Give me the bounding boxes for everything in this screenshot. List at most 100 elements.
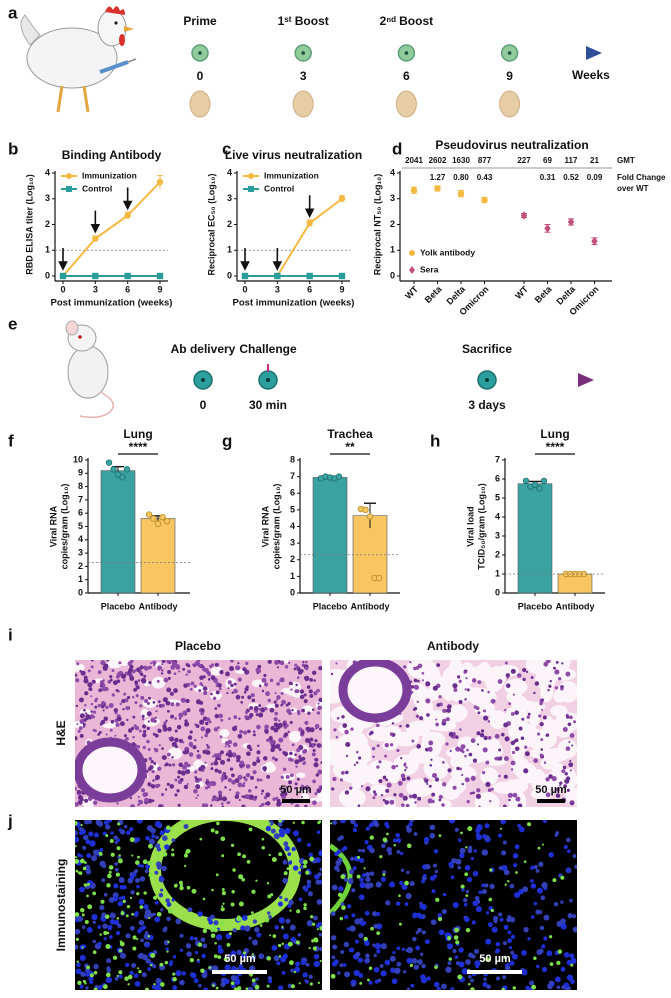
spike-signal [200, 968, 205, 973]
nucleus [454, 827, 459, 832]
nucleus [203, 690, 208, 696]
nucleus [269, 707, 275, 713]
spike-signal [208, 966, 212, 970]
y-axis-label: Viral RNA [48, 505, 58, 547]
alveolus [478, 661, 491, 678]
nucleus [385, 778, 389, 782]
nucleus [338, 886, 344, 892]
spike-signal [460, 831, 463, 835]
nucleus [170, 784, 174, 788]
nucleus [288, 780, 293, 785]
spike-signal [82, 979, 86, 983]
nucleus [339, 963, 344, 968]
nucleus [554, 669, 560, 675]
spike-signal [503, 956, 508, 960]
nucleus [433, 849, 439, 854]
nucleus [196, 794, 200, 797]
nucleus [175, 918, 182, 925]
nucleus [399, 851, 404, 856]
nucleus [127, 661, 132, 666]
nucleus [145, 835, 150, 841]
spike-signal [317, 981, 321, 985]
alveolus [555, 660, 570, 672]
nucleus [75, 673, 78, 677]
spike-signal [137, 967, 140, 970]
nucleus [487, 690, 490, 694]
spike-signal [266, 882, 270, 885]
nucleus [103, 716, 108, 721]
nucleus [118, 974, 123, 979]
nucleus [465, 677, 468, 680]
nucleus [188, 741, 194, 747]
nucleus [174, 793, 178, 797]
nucleus [280, 775, 284, 779]
nucleus [204, 733, 208, 738]
nucleus [201, 684, 204, 687]
nucleus [220, 802, 224, 805]
nucleus [75, 736, 78, 741]
nucleus [147, 702, 150, 705]
spike-signal [136, 892, 140, 896]
data-point [306, 272, 313, 280]
nucleus [364, 840, 369, 845]
nucleus [273, 833, 280, 840]
nucleus [421, 963, 426, 969]
nucleus [303, 693, 307, 697]
nucleus [316, 743, 322, 748]
nucleus [268, 915, 272, 919]
spike-signal [289, 960, 294, 966]
y-tick-label: 3 [495, 530, 500, 540]
nucleus [342, 963, 347, 967]
nucleus [141, 714, 145, 718]
nucleus [403, 970, 407, 974]
nucleus [454, 735, 459, 739]
nucleus [267, 911, 271, 915]
nucleus [97, 821, 104, 827]
spike-signal [386, 832, 389, 836]
gmt-value: 2041 [405, 156, 423, 165]
nucleus [320, 744, 322, 748]
spike-signal [105, 972, 111, 978]
nucleus [179, 740, 183, 743]
alveolus [296, 772, 306, 778]
spike-signal [465, 846, 468, 849]
alveolus [338, 787, 366, 807]
nucleus [284, 845, 290, 852]
alveolus [317, 790, 322, 802]
nucleus [141, 972, 147, 978]
nucleus [260, 792, 264, 795]
spike-signal [105, 914, 110, 919]
nucleus [572, 914, 577, 919]
nucleus [536, 732, 541, 736]
nucleus [284, 665, 289, 669]
nucleus [196, 754, 202, 759]
nucleus [561, 662, 564, 665]
spike-signal [303, 903, 307, 907]
nucleus [510, 712, 515, 716]
nucleus [136, 667, 141, 673]
spike-signal [184, 864, 187, 868]
nucleus [562, 765, 567, 770]
spike-signal [213, 928, 218, 933]
nucleus [112, 680, 118, 686]
chart-title: Live virus neutralization [225, 148, 362, 162]
nucleus [155, 977, 162, 985]
y-tick-label: 7 [495, 454, 500, 464]
nucleus [140, 695, 145, 700]
panel-label: e [8, 314, 17, 333]
nucleus [187, 907, 193, 913]
nucleus [290, 968, 294, 973]
nucleus [466, 748, 469, 752]
spike-signal [238, 901, 244, 907]
spike-signal [278, 955, 282, 958]
nucleus [193, 788, 198, 794]
spike-signal [296, 909, 301, 914]
alveolus [540, 756, 559, 770]
nucleus [472, 900, 479, 907]
nucleus [423, 777, 427, 781]
nucleus [158, 804, 163, 807]
nucleus [376, 765, 380, 769]
nucleus [498, 866, 503, 870]
y-axis-label: Reciprocal NT₅₀ (Log₁₀) [372, 174, 382, 275]
spike-signal [143, 891, 147, 895]
